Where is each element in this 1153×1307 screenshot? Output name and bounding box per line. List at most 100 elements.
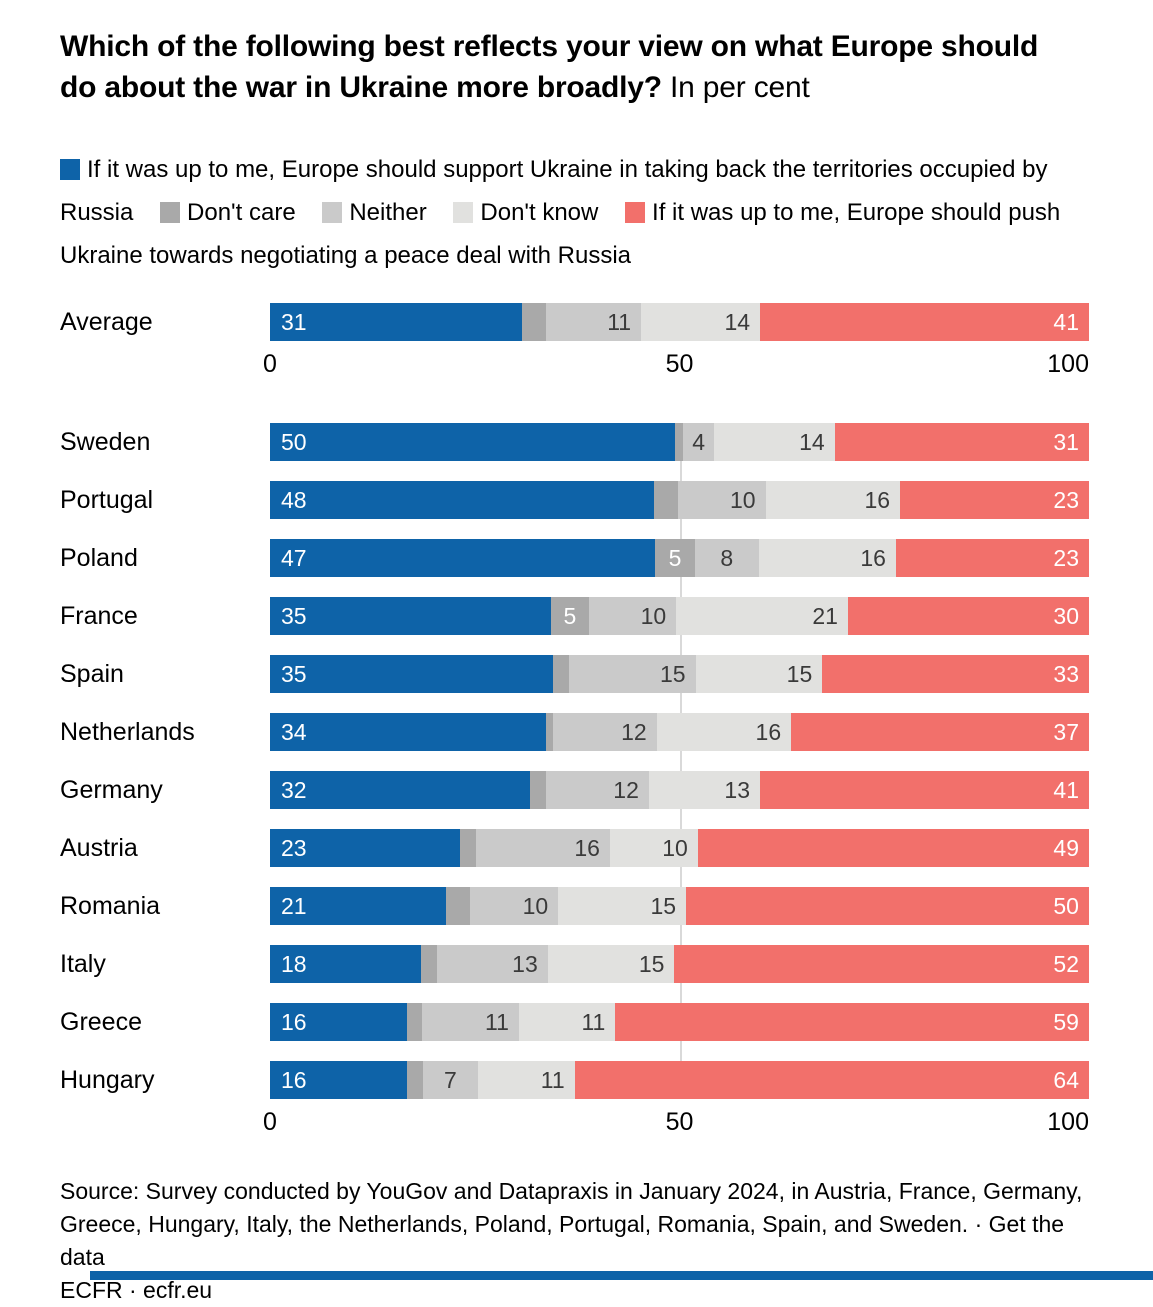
legend-label: Don't care	[187, 199, 296, 226]
segment-peace: 23	[895, 539, 1089, 577]
legend-swatch-gray	[322, 202, 343, 223]
segment-value: 12	[621, 718, 647, 745]
segment-value: 10	[729, 486, 756, 513]
bar-row-romania: Romania 21 10 15 50	[60, 887, 1089, 925]
segment-value: 23	[1053, 486, 1079, 513]
axis-tick-50: 50	[665, 350, 694, 378]
segment-value: 16	[574, 834, 600, 861]
stacked-bar: 48 10 16 23	[270, 481, 1089, 519]
segment-value: 18	[281, 950, 307, 977]
stacked-bar: 47 5 8 16 23	[270, 539, 1089, 577]
get-the-data-link[interactable]: Get the data	[60, 1211, 1065, 1270]
row-label: Poland	[60, 543, 138, 572]
segment-value: 49	[1053, 834, 1079, 861]
bar-row-austria: Austria 23 16 10 49	[60, 829, 1089, 867]
segment-dont_care	[675, 423, 683, 461]
stacked-bar: 23 16 10 49	[270, 829, 1089, 867]
segment-peace: 31	[834, 423, 1089, 461]
bar-row-spain: Spain 35 15 15 33	[60, 655, 1089, 693]
segment-value: 13	[512, 950, 538, 977]
segment-value: 41	[1053, 776, 1079, 803]
segment-dont_know: 15	[558, 887, 687, 925]
segment-value: 41	[1053, 308, 1080, 335]
row-label: Netherlands	[60, 717, 195, 746]
row-label: Germany	[60, 775, 163, 804]
country-rows: Sweden 50 4 14 31 Portugal 48 10 16 23 Poland 47 5 8 1…	[60, 423, 1090, 1099]
row-label: Spain	[60, 659, 124, 688]
segment-dont_know: 11	[518, 1003, 616, 1041]
segment-value: 16	[864, 486, 891, 513]
segment-dont_know: 13	[648, 771, 761, 809]
source-text: Source: Survey conducted by YouGov and D…	[60, 1178, 1083, 1237]
segment-value: 15	[638, 950, 665, 977]
bar-row-italy: Italy 18 13 15 52	[60, 945, 1090, 983]
segment-value: 47	[281, 544, 307, 571]
segment-dont_know: 15	[695, 655, 823, 693]
segment-support: 18	[270, 945, 422, 983]
legend-item-neither: Neither	[322, 199, 427, 226]
segment-peace: 37	[791, 713, 1089, 751]
row-label: Average	[60, 307, 153, 336]
source-note: Source: Survey conducted by YouGov and D…	[60, 1175, 1089, 1274]
segment-support: 35	[270, 597, 551, 635]
legend-label: If it was up to me, Europe should suppor…	[60, 156, 1048, 226]
segment-value: 5	[563, 602, 577, 629]
segment-value: 21	[281, 892, 307, 919]
bar-row-hungary: Hungary 16 7 11 64	[60, 1061, 1089, 1099]
segment-value: 16	[755, 718, 782, 745]
segment-value: 31	[1053, 428, 1079, 455]
segment-neither: 13	[436, 945, 548, 983]
segment-peace: 59	[615, 1003, 1089, 1041]
segment-neither: 15	[568, 655, 696, 693]
segment-neither: 8	[694, 539, 759, 577]
segment-value: 30	[1053, 602, 1080, 629]
segment-dont_care	[421, 945, 437, 983]
segment-dont_know: 14	[641, 303, 761, 341]
segment-value: 10	[640, 602, 667, 629]
segment-peace: 41	[760, 771, 1089, 809]
chart-title: Which of the following best reflects you…	[60, 26, 1070, 108]
segment-peace: 50	[686, 887, 1089, 925]
stacked-bar: 35 5 10 21 30	[270, 597, 1090, 635]
segment-support: 35	[270, 655, 554, 693]
segment-peace: 49	[697, 829, 1089, 867]
stacked-bar: 16 7 11 64	[270, 1061, 1089, 1099]
segment-dont_know: 11	[478, 1061, 575, 1099]
segment-neither: 11	[545, 303, 642, 341]
segment-value: 59	[1053, 1008, 1079, 1035]
segment-value: 11	[607, 308, 632, 335]
segment-dont_care	[407, 1061, 423, 1099]
axis-tick-50: 50	[665, 1108, 694, 1136]
segment-dont_know: 14	[714, 423, 835, 461]
segment-support: 23	[270, 829, 460, 867]
segment-support: 16	[270, 1003, 407, 1041]
row-label: France	[60, 601, 138, 630]
bar-row-average: Average 31 11 14 41	[60, 303, 1090, 341]
segment-value: 35	[281, 602, 307, 629]
stacked-bar-chart: Average 31 11 14 41 0 50 100 Sweden 50 4 14 31 Po…	[60, 303, 1090, 1136]
segment-value: 14	[799, 428, 825, 455]
segment-value: 33	[1053, 660, 1079, 687]
segment-value: 37	[1053, 718, 1079, 745]
segment-peace: 30	[847, 597, 1090, 635]
segment-dont_know: 16	[656, 713, 792, 751]
segment-neither: 12	[545, 771, 649, 809]
axis-tick-100: 100	[1047, 1108, 1089, 1136]
legend-swatch-blue	[60, 159, 80, 180]
segment-value: 50	[281, 428, 307, 455]
segment-value: 16	[860, 544, 886, 571]
bar-row-poland: Poland 47 5 8 16 23	[60, 539, 1089, 577]
segment-support: 16	[270, 1061, 408, 1099]
segment-dont_care	[545, 713, 554, 751]
segment-peace: 52	[674, 945, 1090, 983]
segment-value: 7	[444, 1066, 457, 1093]
segment-dont_care	[529, 771, 546, 809]
segment-dont_care: 5	[655, 539, 695, 577]
stacked-bar: 21 10 15 50	[270, 887, 1089, 925]
segment-dont_care: 5	[550, 597, 590, 635]
segment-dont_know: 16	[765, 481, 901, 519]
segment-value: 64	[1053, 1066, 1079, 1093]
segment-value: 11	[485, 1008, 509, 1035]
segment-value: 23	[281, 834, 307, 861]
